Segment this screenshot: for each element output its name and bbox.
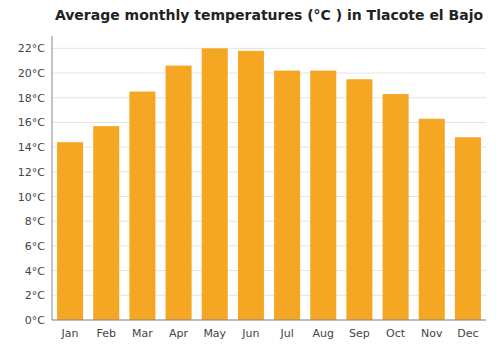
x-tick-label: Jun <box>241 327 259 340</box>
bar <box>383 94 409 320</box>
bar <box>57 142 83 320</box>
x-tick-label: Jan <box>61 327 79 340</box>
bar <box>455 137 481 320</box>
y-tick-label: 22°C <box>18 42 45 55</box>
x-tick-label: Mar <box>132 327 153 340</box>
grid <box>52 48 486 320</box>
x-tick-label: Dec <box>457 327 478 340</box>
bar <box>419 119 445 320</box>
x-tick-label: Oct <box>386 327 406 340</box>
grid-line <box>52 320 486 321</box>
bar <box>310 71 336 320</box>
x-tick-label: Sep <box>349 327 370 340</box>
y-tick-label: 4°C <box>25 265 45 278</box>
bar <box>346 79 372 320</box>
y-tick-label: 10°C <box>18 191 45 204</box>
y-tick-label: 6°C <box>25 240 45 253</box>
x-tick-label: Apr <box>169 327 189 340</box>
grid-line <box>52 48 486 49</box>
grid-line <box>52 97 486 98</box>
x-tick-label: Feb <box>97 327 116 340</box>
y-axis-line <box>52 36 53 320</box>
x-tick-label: May <box>203 327 226 340</box>
bar <box>93 126 119 320</box>
chart-container: Average monthly temperatures (°C ) in Tl… <box>0 0 500 350</box>
y-tick-label: 2°C <box>25 289 45 302</box>
x-tick-label: Jul <box>279 327 293 340</box>
bar <box>238 51 264 320</box>
chart-title: Average monthly temperatures (°C ) in Tl… <box>55 7 484 23</box>
bars <box>57 48 481 320</box>
x-tick-label: Aug <box>313 327 334 340</box>
y-tick-label: 18°C <box>18 92 45 105</box>
bar <box>274 71 300 320</box>
y-tick-label: 0°C <box>25 314 45 327</box>
y-tick-label: 20°C <box>18 67 45 80</box>
y-tick-label: 14°C <box>18 141 45 154</box>
bar <box>166 66 192 320</box>
bar <box>129 92 155 320</box>
y-tick-label: 16°C <box>18 116 45 129</box>
chart-svg: Average monthly temperatures (°C ) in Tl… <box>0 0 500 350</box>
x-axis-line <box>52 320 486 321</box>
bar <box>202 48 228 320</box>
x-tick-label: Nov <box>421 327 443 340</box>
y-tick-label: 8°C <box>25 215 45 228</box>
grid-line <box>52 73 486 74</box>
y-tick-label: 12°C <box>18 166 45 179</box>
